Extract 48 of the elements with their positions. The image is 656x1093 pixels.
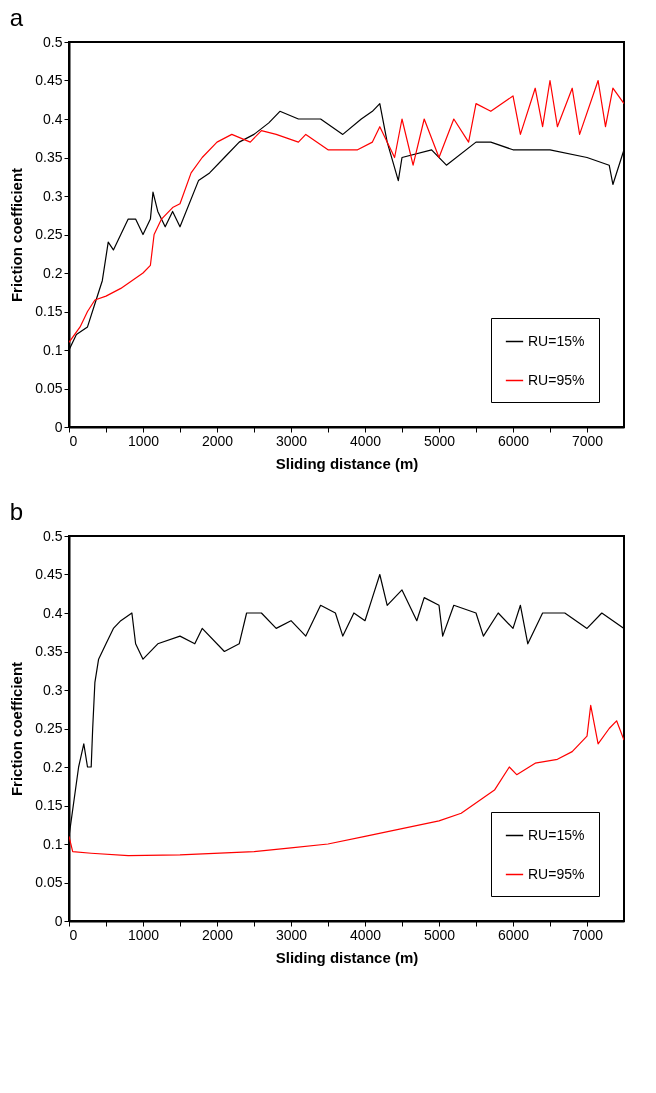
x-tick-label: 7000 — [571, 926, 604, 943]
y-axis-title: Friction coefficient — [8, 661, 26, 797]
y-tick-label: 0.15 — [35, 303, 63, 319]
x-tick-label: 5000 — [423, 926, 456, 943]
x-axis-title: Sliding distance (m) — [275, 948, 419, 966]
x-axis-title: Sliding distance (m) — [275, 454, 419, 472]
y-tick-label: 0.35 — [35, 149, 63, 165]
y-tick-label: 0.3 — [43, 187, 63, 204]
x-tick-label: 0 — [69, 432, 78, 449]
chart-title: a — [9, 4, 24, 31]
y-tick-label: 0.4 — [43, 604, 63, 621]
legend-label: RU=95% — [528, 371, 585, 388]
x-tick-label: 6000 — [497, 432, 530, 449]
x-tick-label: 3000 — [275, 432, 308, 449]
y-tick-label: 0.1 — [43, 341, 63, 358]
y-tick-label: 0.05 — [35, 874, 63, 890]
chart-title: b — [9, 498, 24, 525]
y-tick-label: 0.5 — [43, 33, 63, 50]
x-tick-label: 1000 — [127, 926, 160, 943]
y-tick-label: 0 — [54, 912, 63, 929]
legend-label: RU=95% — [528, 865, 585, 882]
x-tick-label: 2000 — [201, 926, 234, 943]
y-axis-title: Friction coefficient — [8, 167, 26, 303]
x-tick-label: 6000 — [497, 926, 530, 943]
y-tick-label: 0 — [54, 418, 63, 435]
y-tick-label: 0.2 — [43, 264, 63, 281]
x-tick-label: 4000 — [349, 926, 382, 943]
y-tick-label: 0.05 — [35, 380, 63, 396]
x-tick-label: 3000 — [275, 926, 308, 943]
x-tick-label: 4000 — [349, 432, 382, 449]
y-tick-label: 0.45 — [35, 566, 63, 582]
y-tick-label: 0.3 — [43, 681, 63, 698]
y-tick-label: 0.2 — [43, 758, 63, 775]
y-tick-label: 0.25 — [35, 720, 63, 736]
x-tick-label: 7000 — [571, 432, 604, 449]
x-tick-label: 1000 — [127, 432, 160, 449]
legend-label: RU=15% — [528, 826, 585, 843]
y-tick-label: 0.45 — [35, 72, 63, 88]
y-tick-label: 0.25 — [35, 226, 63, 242]
x-tick-label: 2000 — [201, 432, 234, 449]
y-tick-label: 0.5 — [43, 527, 63, 544]
x-tick-label: 0 — [69, 926, 78, 943]
y-tick-label: 0.1 — [43, 835, 63, 852]
y-tick-label: 0.15 — [35, 797, 63, 813]
y-tick-label: 0.4 — [43, 110, 63, 127]
legend-label: RU=15% — [528, 332, 585, 349]
y-tick-label: 0.35 — [35, 643, 63, 659]
x-tick-label: 5000 — [423, 432, 456, 449]
